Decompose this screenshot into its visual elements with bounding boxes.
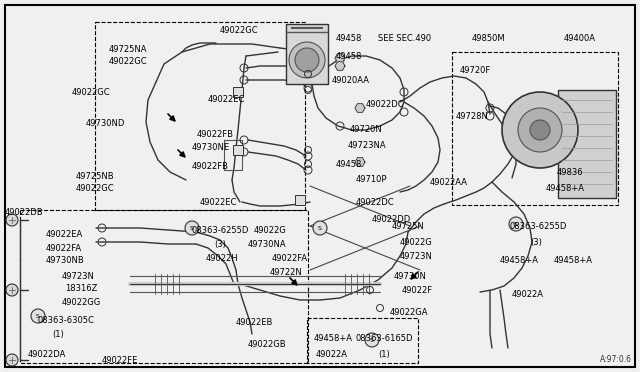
Text: 49458+A: 49458+A bbox=[554, 256, 593, 265]
Circle shape bbox=[289, 42, 325, 78]
Text: 49022A: 49022A bbox=[316, 350, 348, 359]
Text: S: S bbox=[370, 337, 374, 343]
Text: S: S bbox=[514, 221, 518, 227]
Text: 49730NA: 49730NA bbox=[248, 240, 287, 249]
Text: 49458+A: 49458+A bbox=[314, 334, 353, 343]
Text: 49022EC: 49022EC bbox=[200, 198, 237, 207]
Text: 49022DC: 49022DC bbox=[366, 100, 404, 109]
Circle shape bbox=[295, 48, 319, 72]
Circle shape bbox=[6, 354, 18, 366]
Polygon shape bbox=[355, 158, 365, 166]
Text: S: S bbox=[36, 314, 40, 318]
Text: 49022GG: 49022GG bbox=[62, 298, 101, 307]
Text: 49723N: 49723N bbox=[62, 272, 95, 281]
Text: 49458: 49458 bbox=[336, 34, 362, 43]
Circle shape bbox=[185, 221, 199, 235]
Text: 08363-6305C: 08363-6305C bbox=[38, 316, 95, 325]
Text: S: S bbox=[190, 225, 194, 231]
Text: 49850M: 49850M bbox=[472, 34, 506, 43]
Text: (3): (3) bbox=[214, 240, 226, 249]
Text: 49458+A: 49458+A bbox=[546, 184, 585, 193]
Text: 49022GC: 49022GC bbox=[72, 88, 111, 97]
Text: 49458: 49458 bbox=[336, 160, 362, 169]
Text: 49022FB: 49022FB bbox=[192, 162, 229, 171]
Text: S: S bbox=[318, 225, 322, 231]
Text: (1): (1) bbox=[378, 350, 390, 359]
Polygon shape bbox=[335, 62, 345, 70]
Text: A:97:0.6: A:97:0.6 bbox=[600, 355, 632, 364]
Text: 49022EB: 49022EB bbox=[236, 318, 273, 327]
Text: 49022G: 49022G bbox=[254, 226, 287, 235]
Circle shape bbox=[509, 217, 523, 231]
Polygon shape bbox=[335, 54, 345, 62]
Bar bbox=[558, 90, 616, 198]
Circle shape bbox=[530, 120, 550, 140]
Bar bbox=[452, 52, 618, 205]
Text: 49022FB: 49022FB bbox=[197, 130, 234, 139]
Text: 49020AA: 49020AA bbox=[332, 76, 370, 85]
Text: 49022GC: 49022GC bbox=[76, 184, 115, 193]
Text: 08363-6255D: 08363-6255D bbox=[192, 226, 250, 235]
Text: 49728N: 49728N bbox=[456, 112, 489, 121]
Text: 49022EC: 49022EC bbox=[208, 95, 245, 104]
Bar bbox=[286, 24, 328, 84]
Text: 49720N: 49720N bbox=[350, 125, 383, 134]
Text: 49725NA: 49725NA bbox=[109, 45, 147, 54]
Text: 49022F: 49022F bbox=[402, 286, 433, 295]
Text: 49725N: 49725N bbox=[392, 222, 425, 231]
Text: 49022DA: 49022DA bbox=[28, 350, 67, 359]
Bar bbox=[295, 195, 305, 205]
Text: 49022GA: 49022GA bbox=[390, 308, 429, 317]
Text: 49022GC: 49022GC bbox=[220, 26, 259, 35]
Text: 08363-6165D: 08363-6165D bbox=[356, 334, 413, 343]
Text: 49720F: 49720F bbox=[460, 66, 492, 75]
Circle shape bbox=[6, 214, 18, 226]
Text: 49022G: 49022G bbox=[400, 238, 433, 247]
Text: (3): (3) bbox=[530, 238, 542, 247]
Bar bbox=[233, 145, 243, 155]
Bar bbox=[20, 210, 308, 363]
Text: 49725NB: 49725NB bbox=[76, 172, 115, 181]
Text: 49022A: 49022A bbox=[512, 290, 544, 299]
Text: 49022DC: 49022DC bbox=[356, 198, 395, 207]
Text: 49022FA: 49022FA bbox=[272, 254, 308, 263]
Text: 49400A: 49400A bbox=[564, 34, 596, 43]
Text: 18316Z: 18316Z bbox=[65, 284, 97, 293]
Text: 49730NE: 49730NE bbox=[192, 143, 230, 152]
Text: 49730NB: 49730NB bbox=[46, 256, 84, 265]
Text: 49730N: 49730N bbox=[394, 272, 427, 281]
Text: (1): (1) bbox=[52, 330, 64, 339]
Text: 49022GB: 49022GB bbox=[248, 340, 287, 349]
Text: 49710P: 49710P bbox=[356, 175, 387, 184]
Text: 49458+A: 49458+A bbox=[500, 256, 539, 265]
Circle shape bbox=[365, 333, 379, 347]
Circle shape bbox=[31, 309, 45, 323]
Text: 49022DD: 49022DD bbox=[372, 215, 412, 224]
Bar bbox=[307, 318, 418, 363]
Circle shape bbox=[313, 221, 327, 235]
Text: 49730ND: 49730ND bbox=[86, 119, 125, 128]
Text: 49022GC: 49022GC bbox=[109, 57, 148, 66]
Text: 49022EA: 49022EA bbox=[46, 230, 83, 239]
Polygon shape bbox=[355, 104, 365, 112]
Bar bbox=[95, 22, 305, 210]
Text: SEE SEC.490: SEE SEC.490 bbox=[378, 34, 431, 43]
Text: 49022DB: 49022DB bbox=[5, 208, 44, 217]
Text: 49458: 49458 bbox=[336, 52, 362, 61]
Text: 08363-6255D: 08363-6255D bbox=[510, 222, 568, 231]
Text: 49022FE: 49022FE bbox=[102, 356, 138, 365]
Text: 49723NA: 49723NA bbox=[348, 141, 387, 150]
Text: 49836: 49836 bbox=[557, 168, 584, 177]
Circle shape bbox=[6, 284, 18, 296]
Text: 49722N: 49722N bbox=[270, 268, 303, 277]
Text: 49022AA: 49022AA bbox=[430, 178, 468, 187]
Circle shape bbox=[502, 92, 578, 168]
Circle shape bbox=[518, 108, 562, 152]
Text: 49022H: 49022H bbox=[206, 254, 239, 263]
Text: 49723N: 49723N bbox=[400, 252, 433, 261]
Bar bbox=[233, 87, 243, 97]
Text: 49022FA: 49022FA bbox=[46, 244, 82, 253]
